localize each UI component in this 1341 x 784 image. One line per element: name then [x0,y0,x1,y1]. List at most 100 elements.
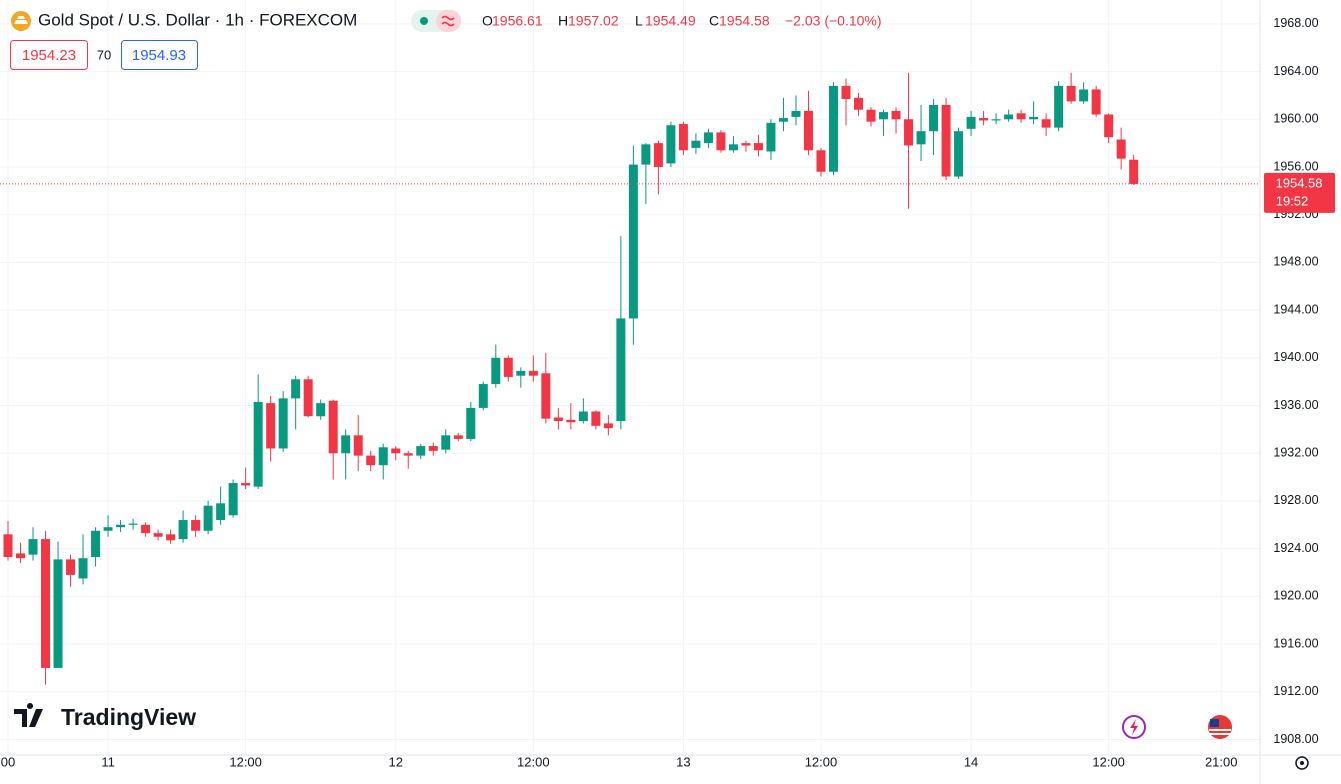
settings-icon[interactable] [1295,756,1309,770]
candle-body [966,116,976,129]
candle-body [904,119,914,146]
flag-stripes [1209,729,1231,735]
ohlc-letter: H [558,13,568,29]
events-icon[interactable] [1122,715,1146,739]
candle-body [641,144,651,165]
symbol-title: Gold Spot / U.S. Dollar · 1h · FOREXCOM [38,10,357,29]
candle-body [628,164,638,319]
ohlc-value: 1954.58 [719,13,770,29]
candle-body [53,559,63,668]
candle-body [416,446,426,456]
candle-body [716,132,726,151]
x-tick-label: 12 [389,754,403,769]
y-tick-label: 1964.00 [1273,64,1318,78]
candle-body [1116,139,1126,159]
y-tick-label: 1960.00 [1273,112,1318,126]
candle-body [591,411,601,426]
y-tick-label: 1948.00 [1273,255,1318,269]
candle-body [528,370,538,376]
candle-body [616,318,626,422]
y-tick-label: 1912.00 [1273,684,1318,698]
candle-body [128,523,138,525]
candle-body [203,505,213,531]
bid-price: 1954.23 [22,47,76,64]
candle-body [979,118,989,121]
candle-body [41,539,51,668]
candle-body [778,118,788,122]
candle-body [478,384,488,408]
candle-body [666,125,676,164]
y-tick-label: 1940.00 [1273,350,1318,364]
x-tick-label: 21:00 [1205,754,1238,769]
candle-body [678,124,688,151]
candle-body [491,357,501,385]
x-tick-label: 12:00 [805,754,838,769]
candle-body [116,524,126,528]
candle-body [803,110,813,151]
brand-logo [14,702,43,727]
x-tick-label: 12:00 [1092,754,1125,769]
ohlc-value: 1957.02 [568,13,619,29]
last-price-label: 1954.58 [1276,175,1323,190]
change-value: −2.03 (−0.10%) [785,13,882,29]
candle-body [391,448,401,454]
delay-badge[interactable] [436,10,461,32]
candle-body [78,558,88,579]
candle-body [891,110,901,120]
y-tick-label: 1956.00 [1273,159,1318,173]
candle-body [916,131,926,145]
candle-body [328,400,338,454]
candle-body [66,559,76,575]
candle-body [278,398,288,449]
settings-icon-center [1300,761,1304,765]
candle-body [703,132,713,144]
bid-box[interactable] [10,40,88,70]
delay-icon [441,15,455,27]
candle-body [1041,119,1051,128]
candle-body [841,85,851,99]
ask-box[interactable] [121,40,198,70]
candle-body [1066,85,1076,102]
candle-body [441,435,451,450]
market-open-dot [420,17,428,25]
candle-body [854,97,864,110]
candle-body [653,143,663,167]
candle-body [766,122,776,152]
candle-body [453,435,463,439]
candle-body [503,357,513,377]
x-tick-label: 13 [676,754,690,769]
y-tick-label: 1932.00 [1273,446,1318,460]
candle-body [378,447,388,466]
plot [0,72,1260,685]
candle-body [103,527,113,531]
spread: 70 [97,47,111,62]
candle-body [828,85,838,172]
y-tick-label: 1968.00 [1273,16,1318,30]
candle-body [1129,159,1139,184]
candle-body [253,401,263,487]
candle-body [1004,114,1014,120]
candle-body [728,144,738,151]
candle-body [741,143,751,146]
candle-body [991,119,1001,121]
candle-body [316,403,326,417]
candle-body [566,419,576,423]
candle-body [879,112,889,120]
candle-body [603,423,613,429]
y-tick-label: 1916.00 [1273,636,1318,650]
candle-body [228,483,238,516]
y-tick-label: 1944.00 [1273,302,1318,316]
y-tick-label: 1920.00 [1273,589,1318,603]
candle-body [553,417,563,422]
candle-body [216,503,226,521]
ohlc-letter: O [482,13,493,29]
candle-body [866,109,876,122]
candle-body [753,143,763,151]
grid [0,0,1260,755]
candle-body [266,403,276,449]
x-tick-label: 00 [1,754,15,769]
candle-body [578,411,588,422]
candle-body [691,140,701,148]
candle-body [428,446,438,451]
last-price-tag [1264,172,1335,213]
